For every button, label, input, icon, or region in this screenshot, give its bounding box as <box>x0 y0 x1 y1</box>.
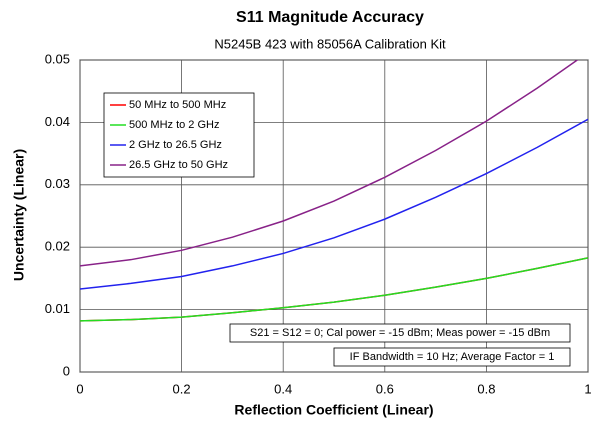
series-line <box>80 60 579 267</box>
y-tick-label: 0 <box>63 363 70 378</box>
x-tick-label: 0 <box>76 381 83 396</box>
x-tick-label: 0.4 <box>274 381 292 396</box>
x-tick-label: 0.6 <box>376 381 394 396</box>
chart-subtitle: N5245B 423 with 85056A Calibration Kit <box>214 36 446 51</box>
y-tick-label: 0.02 <box>45 239 70 254</box>
y-axis-label: Uncertainty (Linear) <box>11 149 27 281</box>
annotation-box <box>229 323 571 343</box>
annotation: IF Bandwidth = 10 Hz; Average Factor = 1 <box>350 351 555 363</box>
legend-text: 500 MHz to 2 GHz <box>129 119 219 131</box>
x-tick-label: 1 <box>584 381 591 396</box>
legend-text: 2 GHz to 26.5 GHz <box>129 139 222 151</box>
annotation: S21 = S12 = 0; Cal power = -15 dBm; Meas… <box>250 327 550 339</box>
x-tick-label: 0.8 <box>477 381 495 396</box>
y-tick-label: 0.03 <box>45 176 70 191</box>
legend-text: 50 MHz to 500 MHz <box>129 99 226 111</box>
series-line <box>80 118 588 290</box>
x-axis-label: Reflection Coefficient (Linear) <box>234 402 433 418</box>
x-tick-label: 0.2 <box>173 381 191 396</box>
y-tick-label: 0.04 <box>45 114 70 129</box>
series-line <box>80 257 588 322</box>
chart-title: S11 Magnitude Accuracy <box>236 9 424 26</box>
annotation-box <box>333 347 571 367</box>
y-tick-label: 0.05 <box>45 51 70 66</box>
legend-text: 26.5 GHz to 50 GHz <box>129 159 228 171</box>
legend-box <box>103 92 255 178</box>
series-group <box>80 60 588 322</box>
y-tick-label: 0.01 <box>45 301 70 316</box>
